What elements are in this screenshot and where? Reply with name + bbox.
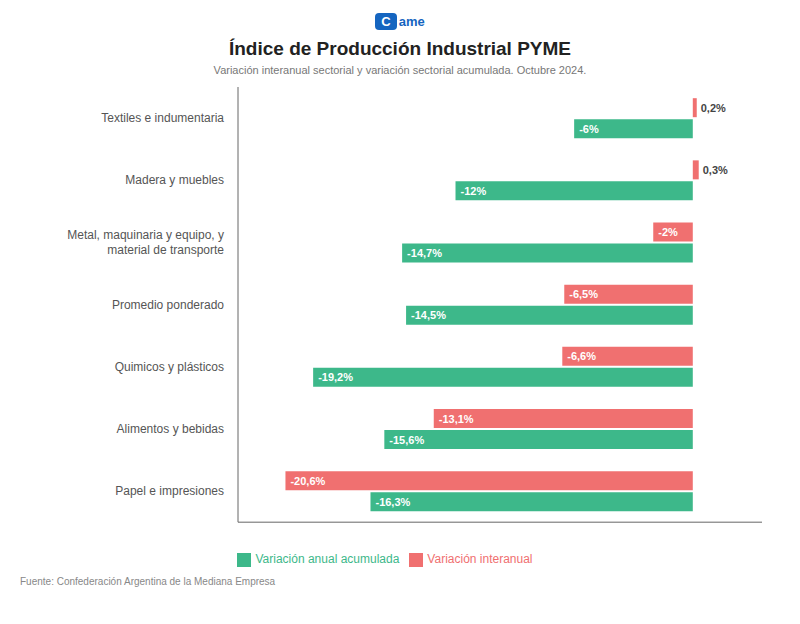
svg-text:Madera y muebles: Madera y muebles bbox=[125, 173, 224, 187]
svg-text:-15,6%: -15,6% bbox=[389, 434, 424, 446]
svg-text:-6,5%: -6,5% bbox=[569, 288, 598, 300]
svg-text:-19,2%: -19,2% bbox=[318, 371, 353, 383]
svg-text:Metal, maquinaria y equipo, ym: Metal, maquinaria y equipo, ymaterial de… bbox=[67, 228, 224, 256]
svg-text:-6,6%: -6,6% bbox=[567, 350, 596, 362]
svg-text:-20,6%: -20,6% bbox=[290, 475, 325, 487]
svg-text:Textiles e indumentaria: Textiles e indumentaria bbox=[101, 111, 224, 125]
svg-text:-6%: -6% bbox=[579, 123, 599, 135]
svg-text:-14,5%: -14,5% bbox=[411, 309, 446, 321]
svg-text:Quimicos y plásticos: Quimicos y plásticos bbox=[115, 360, 224, 374]
svg-text:-2%: -2% bbox=[658, 226, 678, 238]
html-text:Índice de Producción Industria: Índice de Producción Industrial PYME bbox=[229, 38, 571, 59]
svg-text:-12%: -12% bbox=[461, 185, 487, 197]
svg-text:0,3%: 0,3% bbox=[703, 164, 728, 176]
html-text:Variación anual acumulada: Variación anual acumulada bbox=[255, 552, 400, 567]
html-text:Fuente: Confederación Argentin: Fuente: Confederación Argentina de la Me… bbox=[20, 576, 276, 587]
html-text:Variación interanual sectorial: Variación interanual sectorial y variaci… bbox=[213, 64, 587, 76]
svg-text:-16,3%: -16,3% bbox=[375, 496, 410, 508]
svg-text:-13,1%: -13,1% bbox=[439, 413, 474, 425]
svg-text:-14,7%: -14,7% bbox=[407, 247, 442, 259]
html-text:C: C bbox=[381, 13, 391, 29]
svg-text:Alimentos y bebidas: Alimentos y bebidas bbox=[117, 422, 224, 436]
html-text:ame: ame bbox=[398, 13, 425, 29]
svg-text:0,2%: 0,2% bbox=[701, 102, 726, 114]
svg-text:Papel e impresiones: Papel e impresiones bbox=[115, 484, 224, 498]
html-text:Variación interanual: Variación interanual bbox=[427, 552, 533, 567]
svg-text:Promedio ponderado: Promedio ponderado bbox=[112, 298, 224, 312]
